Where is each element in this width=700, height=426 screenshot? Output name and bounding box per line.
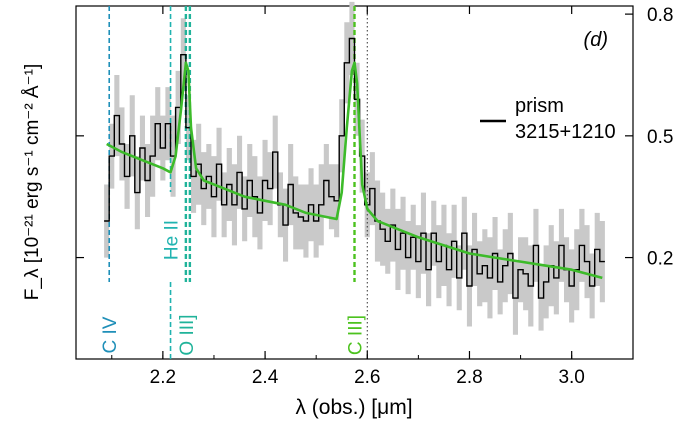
emission-label-c-iv: C IV [100, 316, 121, 353]
axis-tick-layer: 2.2 2.4 2.6 2.8 3.0 0.2 0.5 0.8 [76, 5, 673, 388]
x-tick-label: 2.2 [150, 367, 176, 388]
error-band [104, 1, 605, 335]
x-tick-label: 2.6 [354, 367, 380, 388]
x-axis-title: λ (obs.) [μm] [295, 396, 412, 419]
legend: prism 3215+1210 [480, 95, 616, 143]
emission-label-c-iii: C III] [346, 315, 367, 355]
model-line [106, 61, 603, 280]
legend-label-line2: 3215+1210 [515, 121, 616, 143]
x-tick-label: 2.4 [252, 367, 279, 388]
y-tick-label-right: 0.5 [647, 127, 673, 148]
y-axis-title: F_λ [10⁻²¹ erg s⁻¹ cm⁻² Å⁻¹] [22, 64, 43, 300]
emission-label-he-ii: He II [162, 220, 183, 260]
x-tick-label: 3.0 [558, 367, 584, 388]
x-tick-label: 2.8 [456, 367, 482, 388]
emission-label-o-iii: O III] [177, 314, 198, 355]
panel-label: (d) [584, 29, 608, 51]
legend-label-line1: prism [515, 95, 564, 117]
error-band-layer [104, 1, 605, 335]
model-line-layer [106, 61, 603, 280]
y-tick-label-right: 0.2 [647, 249, 673, 270]
y-tick-label-right: 0.8 [647, 5, 673, 26]
